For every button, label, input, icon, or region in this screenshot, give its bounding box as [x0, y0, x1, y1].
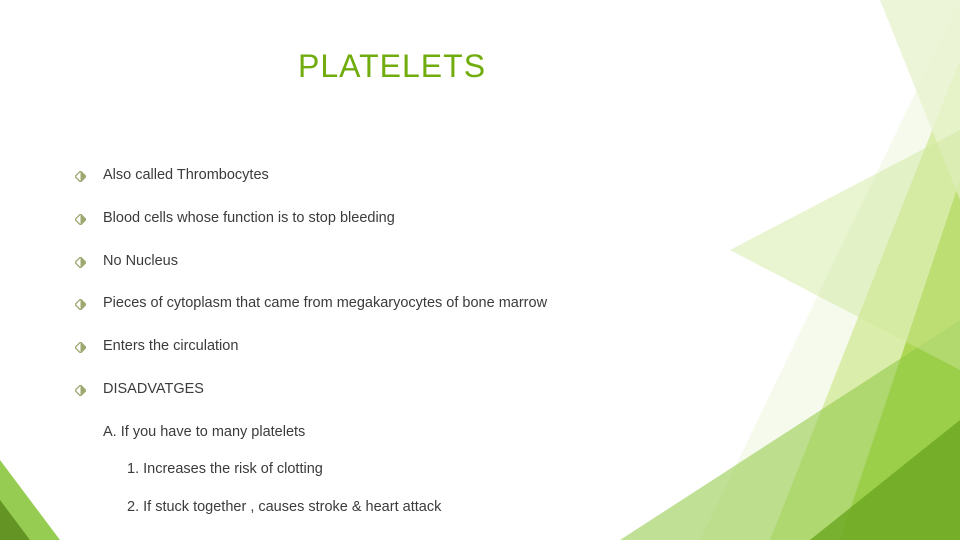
sub-item-2: 2. If stuck together , causes stroke & h… — [127, 497, 900, 519]
slide: PLATELETS Also called Thrombocytes Blood… — [0, 0, 960, 540]
diamond-bullet-icon — [75, 296, 89, 318]
bullet-item: Blood cells whose function is to stop bl… — [75, 208, 900, 233]
slide-title: PLATELETS — [298, 48, 486, 85]
sub-item-1: 1. Increases the risk of clotting — [127, 459, 900, 481]
bullet-item: No Nucleus — [75, 251, 900, 276]
bullet-item: Enters the circulation — [75, 336, 900, 361]
bullet-text: No Nucleus — [103, 251, 178, 273]
diamond-bullet-icon — [75, 382, 89, 404]
bullet-text: Enters the circulation — [103, 336, 238, 358]
bullet-text: Pieces of cytoplasm that came from megak… — [103, 293, 547, 315]
diamond-bullet-icon — [75, 339, 89, 361]
diamond-bullet-icon — [75, 168, 89, 190]
bullet-text: Blood cells whose function is to stop bl… — [103, 208, 395, 230]
bullet-item: DISADVATGES — [75, 379, 900, 404]
bullet-text: DISADVATGES — [103, 379, 204, 401]
bullet-text: Also called Thrombocytes — [103, 165, 269, 187]
diamond-bullet-icon — [75, 254, 89, 276]
bullet-item: Pieces of cytoplasm that came from megak… — [75, 293, 900, 318]
bullet-item: Also called Thrombocytes — [75, 165, 900, 190]
diamond-bullet-icon — [75, 211, 89, 233]
sub-item-a: A. If you have to many platelets — [103, 422, 900, 444]
slide-body: Also called Thrombocytes Blood cells who… — [75, 165, 900, 535]
